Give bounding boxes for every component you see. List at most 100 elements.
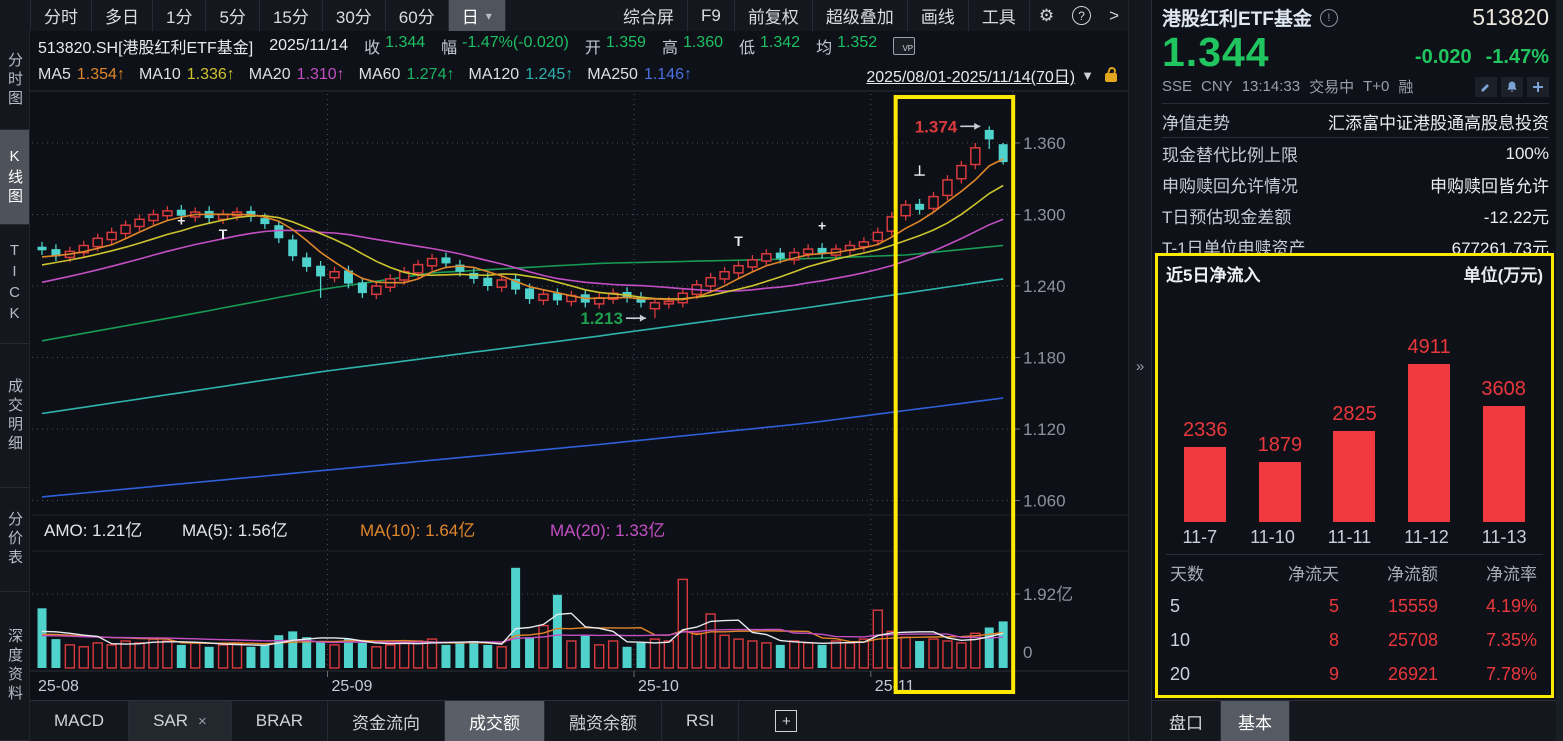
panel-tab-盘口[interactable]: 盘口 bbox=[1152, 701, 1221, 741]
flow-bar-11-7: 2336 bbox=[1173, 419, 1237, 522]
period-tab-15分[interactable]: 15分 bbox=[260, 0, 323, 31]
flow-bar-value: 1879 bbox=[1257, 434, 1303, 456]
toolbar-button-前复权[interactable]: 前复权 bbox=[735, 0, 813, 31]
quick-actions bbox=[1475, 76, 1549, 97]
svg-text:1.300: 1.300 bbox=[1023, 206, 1066, 225]
net-inflow-title: 近5日净流入 bbox=[1166, 265, 1261, 285]
svg-text:T: T bbox=[734, 233, 743, 249]
volume-profile-icon[interactable]: VP bbox=[893, 36, 916, 55]
flow-cell: 7.35% bbox=[1485, 629, 1537, 650]
panel-tab-基本[interactable]: 基本 bbox=[1221, 701, 1290, 741]
plus-icon[interactable] bbox=[1527, 76, 1549, 97]
quote-field-label: 收 bbox=[364, 39, 381, 57]
toolbar-button-画线[interactable]: 画线 bbox=[908, 0, 969, 31]
flow-table-header: 天数 净流天 净流额 净流率 bbox=[1166, 555, 1543, 589]
indicator-tab-BRAR[interactable]: BRAR bbox=[232, 701, 329, 741]
sidebar-item-成交明细[interactable]: 成交明细 bbox=[0, 344, 29, 489]
collapse-panel-button[interactable]: » bbox=[1135, 358, 1145, 375]
toolbar-button-综合屏[interactable]: 综合屏 bbox=[610, 0, 688, 31]
period-tab-30分[interactable]: 30分 bbox=[323, 0, 386, 31]
toolbar-button-超级叠加[interactable]: 超级叠加 bbox=[813, 0, 908, 31]
sidebar-item-分价表[interactable]: 分价表 bbox=[0, 488, 29, 593]
quote-field-收: 收 1.344 bbox=[364, 34, 425, 58]
price-change: -0.020 bbox=[1414, 46, 1472, 68]
period-tab-多日[interactable]: 多日 bbox=[92, 0, 153, 31]
flow-cell: 26921 bbox=[1387, 663, 1438, 684]
panel-collapse-strip: » bbox=[1128, 0, 1152, 741]
ma-value-MA5: MA5 1.354↑ bbox=[38, 66, 125, 84]
bell-icon[interactable] bbox=[1501, 76, 1523, 97]
svg-text:MA(10): 1.64亿: MA(10): 1.64亿 bbox=[360, 521, 475, 540]
indicator-tab-资金流向[interactable]: 资金流向 bbox=[328, 701, 446, 741]
flow-bar-11-11: 2825 bbox=[1322, 403, 1386, 522]
ma-number: 1.354↑ bbox=[76, 66, 125, 83]
indicator-tab-MACD[interactable]: MACD bbox=[30, 701, 130, 741]
svg-text:1.92亿: 1.92亿 bbox=[1023, 585, 1073, 604]
flow-cell: 5 bbox=[1170, 595, 1181, 616]
sidebar-item-TICK[interactable]: TICK bbox=[0, 225, 29, 345]
settings-gear-icon[interactable]: ⚙ bbox=[1038, 5, 1055, 25]
quote-date: 2025/11/14 bbox=[269, 36, 349, 54]
flow-table-row: 20 9 26921 7.78% bbox=[1166, 657, 1543, 691]
meta-T+0: T+0 bbox=[1363, 78, 1390, 95]
pencil-icon[interactable] bbox=[1475, 76, 1497, 97]
indicator-tab-RSI[interactable]: RSI bbox=[662, 701, 740, 741]
ma-value-MA60: MA60 1.274↑ bbox=[359, 66, 455, 84]
ma-value-MA250: MA250 1.146↑ bbox=[587, 66, 692, 84]
flow-cell: 5 bbox=[1328, 595, 1339, 616]
period-dropdown-icon[interactable]: ▾ bbox=[485, 8, 492, 23]
more-arrow-icon[interactable]: > bbox=[1109, 5, 1119, 25]
flow-bar bbox=[1258, 462, 1301, 522]
svg-text:0: 0 bbox=[1023, 643, 1032, 662]
ma-value-MA20: MA20 1.310↑ bbox=[249, 66, 345, 84]
flow-col-净流率: 净流率 bbox=[1486, 564, 1537, 584]
flow-date-11-10: 11-10 bbox=[1250, 526, 1295, 547]
svg-text:25-10: 25-10 bbox=[638, 678, 679, 695]
ma-number: 1.310↑ bbox=[296, 66, 345, 83]
quote-field-开: 开 1.359 bbox=[585, 34, 646, 58]
flow-date-11-7: 11-7 bbox=[1182, 526, 1218, 547]
svg-text:1.180: 1.180 bbox=[1023, 349, 1066, 368]
help-icon-wrap[interactable]: ? bbox=[1063, 0, 1100, 31]
left-sidebar: 分时图 K线图 TICK 成交明细 分价表 深度资料 bbox=[0, 31, 30, 741]
sidebar-item-K线图[interactable]: K线图 bbox=[0, 130, 29, 226]
kline-chart[interactable]: + T T + ⊥ 1.374 1.213 1.360 1.300 1.240 1.180 1.120… bbox=[30, 90, 1128, 700]
ma-indicator-bar: MA5 1.354↑ MA10 1.336↑ MA20 1.310↑ MA60 1.274↑ M… bbox=[30, 60, 1128, 90]
indicator-tab-SAR[interactable]: SAR × bbox=[129, 701, 232, 741]
help-icon[interactable]: ? bbox=[1072, 6, 1092, 25]
date-range-dropdown-icon[interactable]: ▼ bbox=[1081, 67, 1094, 83]
toolbar-button-工具[interactable]: 工具 bbox=[969, 0, 1030, 31]
flow-bar-11-10: 1879 bbox=[1248, 434, 1312, 522]
sidebar-item-分时图[interactable]: 分时图 bbox=[0, 31, 29, 131]
info-label: 净值走势 bbox=[1162, 114, 1230, 133]
period-tab-5分[interactable]: 5分 bbox=[206, 0, 260, 31]
info-icon[interactable]: ! bbox=[1319, 8, 1338, 27]
quote-field-value: 1.360 bbox=[682, 33, 723, 51]
period-tab-1分[interactable]: 1分 bbox=[153, 0, 207, 31]
ma-number: 1.336↑ bbox=[186, 66, 235, 83]
quote-field-value: 1.359 bbox=[605, 33, 646, 51]
svg-text:T: T bbox=[219, 226, 228, 242]
toolbar-right-group: 综合屏 F9 前复权 超级叠加 画线 工具 ⚙? > bbox=[610, 0, 1128, 31]
toolbar-button-F9[interactable]: F9 bbox=[688, 0, 735, 31]
indicator-tab-成交额[interactable]: 成交额 bbox=[445, 701, 546, 741]
date-range-link[interactable]: 2025/08/01-2025/11/14(70日) bbox=[866, 69, 1076, 86]
price-change-percent: -1.47% bbox=[1485, 46, 1549, 68]
flow-bar-11-12: 4911 bbox=[1397, 336, 1461, 522]
info-row-T日预估现金差额: T日预估现金差额 -12.22元 bbox=[1162, 200, 1549, 231]
add-indicator-icon[interactable]: + bbox=[775, 710, 798, 732]
info-row-申购赎回允许情况: 申购赎回允许情况 申购赎回皆允许 bbox=[1162, 169, 1549, 200]
sidebar-item-深度资料[interactable]: 深度资料 bbox=[0, 592, 29, 741]
info-row-净值走势: 净值走势 汇添富中证港股通高股息投资 bbox=[1162, 106, 1549, 138]
meta-13:14:33: 13:14:33 bbox=[1241, 78, 1301, 95]
period-tab-分时[interactable]: 分时 bbox=[31, 0, 92, 31]
period-tab-日[interactable]: 日 ▾ bbox=[448, 0, 506, 31]
info-label: 现金替代比例上限 bbox=[1162, 146, 1298, 165]
indicator-tab-融资余额[interactable]: 融资余额 bbox=[545, 701, 663, 741]
unlock-icon[interactable] bbox=[1104, 65, 1118, 83]
close-icon[interactable]: × bbox=[198, 712, 207, 730]
flow-bar bbox=[1408, 364, 1451, 522]
toolbar-spacer bbox=[0, 0, 31, 31]
period-tab-60分[interactable]: 60分 bbox=[386, 0, 449, 31]
panel-scrollbar[interactable] bbox=[1556, 0, 1563, 741]
